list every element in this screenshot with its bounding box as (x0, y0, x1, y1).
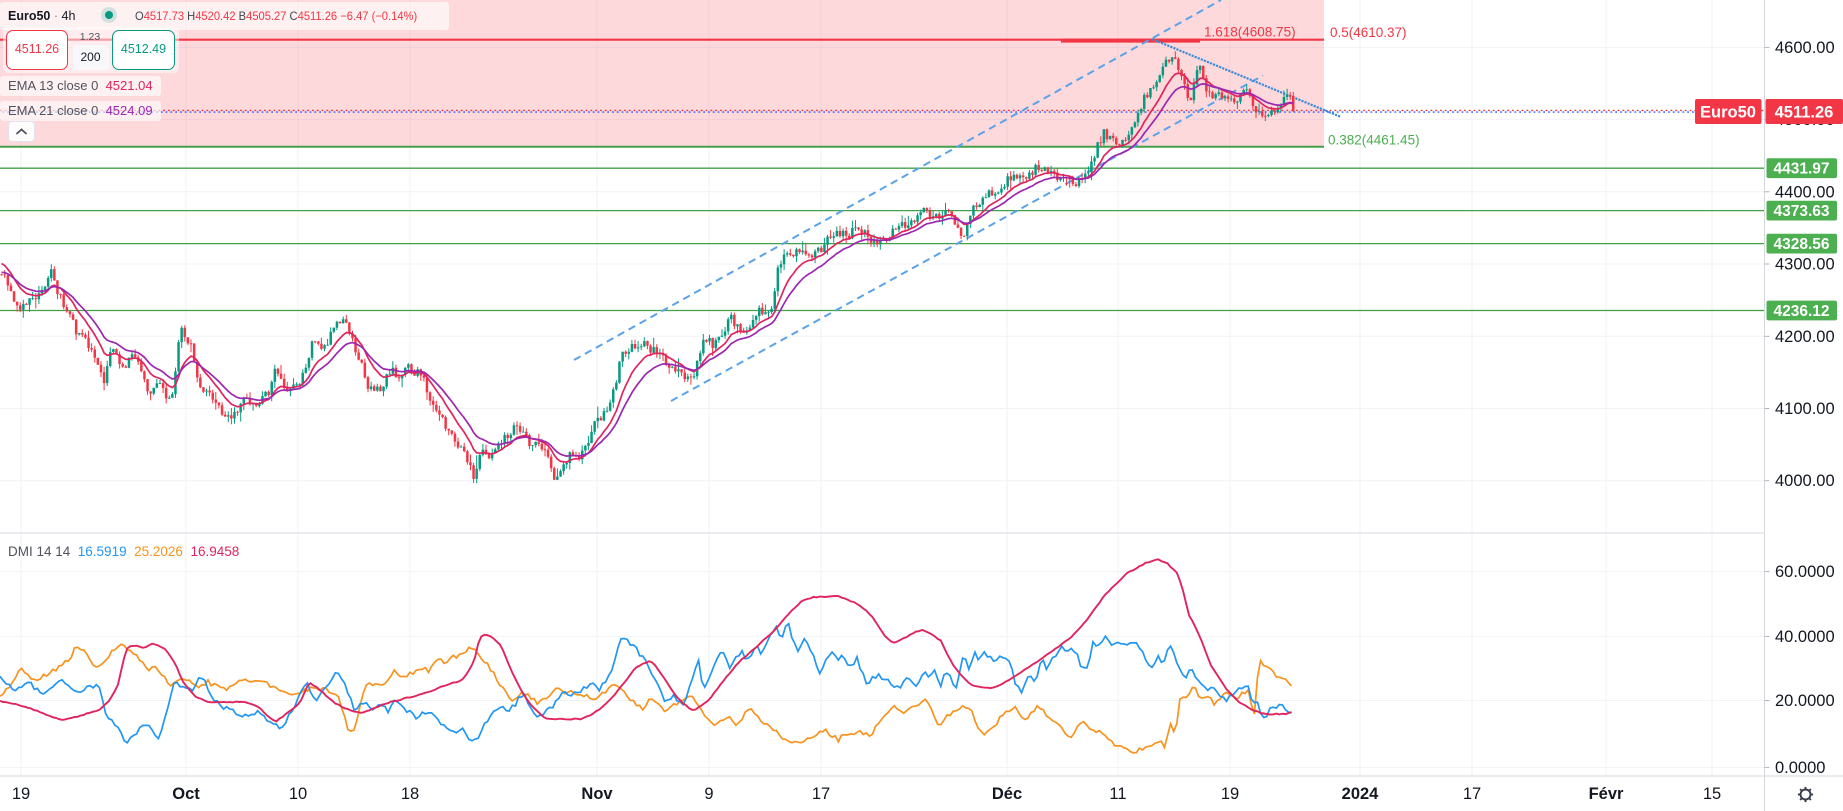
svg-text:Euro50: Euro50 (1700, 104, 1756, 122)
svg-text:10: 10 (289, 785, 307, 803)
svg-text:4511.26: 4511.26 (1775, 104, 1834, 122)
svg-text:1.618(4608.75): 1.618(4608.75) (1204, 25, 1296, 40)
svg-text:19: 19 (1221, 785, 1239, 803)
svg-text:0.382(4461.45): 0.382(4461.45) (1328, 133, 1420, 148)
svg-text:4328.56: 4328.56 (1774, 236, 1830, 253)
svg-text:18: 18 (401, 785, 419, 803)
svg-text:4100.00: 4100.00 (1775, 400, 1835, 418)
svg-text:15: 15 (1703, 785, 1721, 803)
svg-text:Févr: Févr (1589, 785, 1624, 803)
svg-text:4400.00: 4400.00 (1775, 183, 1835, 201)
svg-text:40.0000: 40.0000 (1775, 628, 1835, 646)
svg-text:60.0000: 60.0000 (1775, 563, 1835, 581)
svg-text:20.0000: 20.0000 (1775, 692, 1835, 710)
svg-text:17: 17 (812, 785, 830, 803)
svg-text:9: 9 (704, 785, 713, 803)
svg-text:11: 11 (1109, 785, 1126, 803)
svg-text:0.0000: 0.0000 (1775, 759, 1825, 777)
svg-text:4200.00: 4200.00 (1775, 328, 1835, 346)
svg-text:4300.00: 4300.00 (1775, 256, 1835, 274)
svg-text:Nov: Nov (581, 785, 613, 803)
svg-text:Oct: Oct (172, 785, 200, 803)
svg-text:4000.00: 4000.00 (1775, 472, 1835, 490)
svg-text:19: 19 (12, 785, 30, 803)
svg-text:17: 17 (1463, 785, 1481, 803)
svg-text:Déc: Déc (992, 785, 1022, 803)
svg-text:4236.12: 4236.12 (1774, 303, 1830, 320)
svg-text:4431.97: 4431.97 (1774, 161, 1830, 178)
svg-text:2024: 2024 (1342, 785, 1380, 803)
svg-text:4373.63: 4373.63 (1774, 203, 1830, 220)
svg-text:4600.00: 4600.00 (1775, 39, 1835, 57)
svg-text:0.5(4610.37): 0.5(4610.37) (1330, 25, 1407, 40)
